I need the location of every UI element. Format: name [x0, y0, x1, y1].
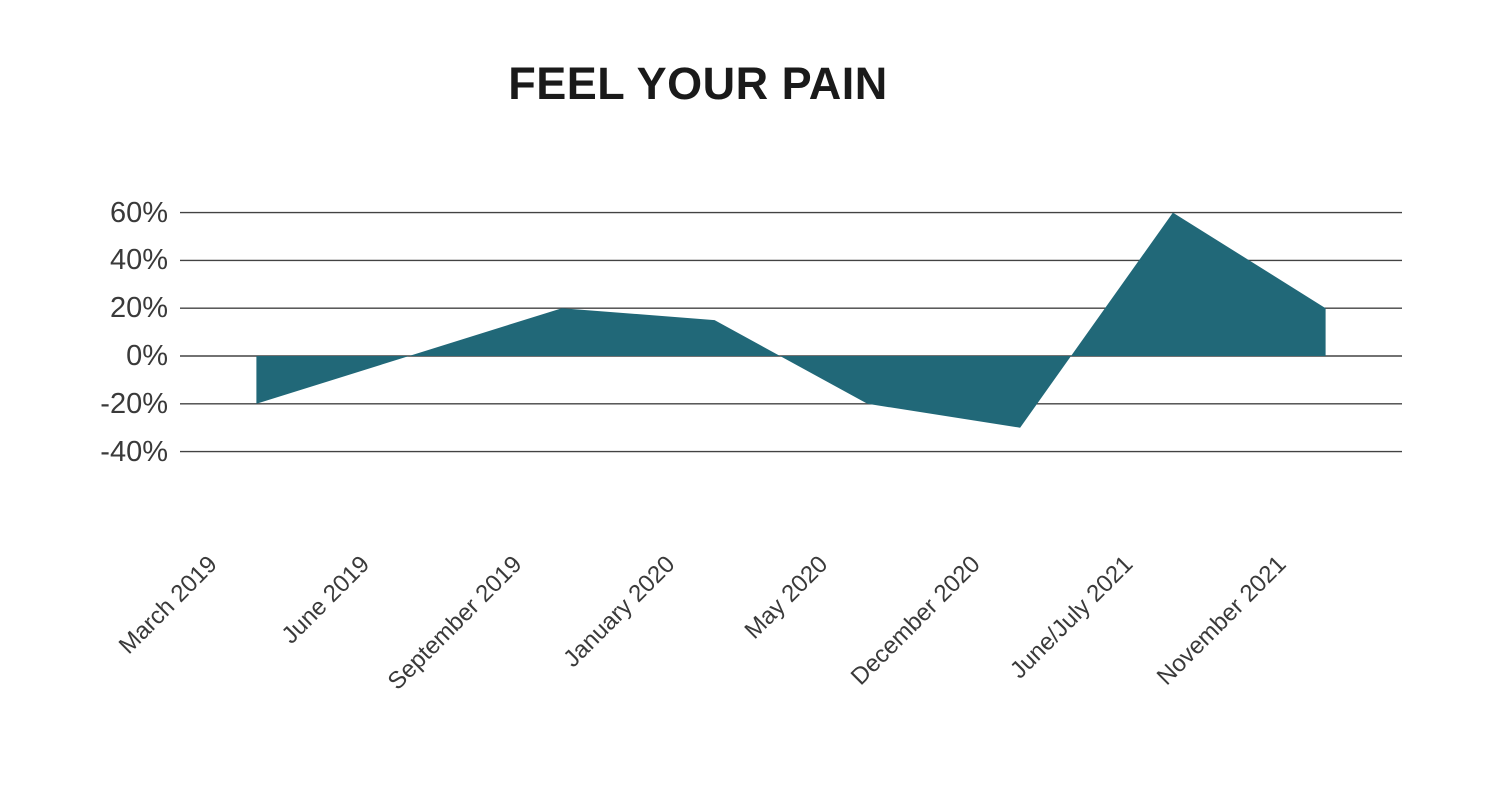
y-tick-label: 60% — [109, 196, 168, 229]
y-tick-label: -40% — [100, 435, 168, 468]
y-tick-label: 0% — [126, 340, 168, 372]
y-tick-label: 40% — [109, 244, 168, 277]
y-tick-label: 20% — [109, 292, 168, 325]
chart-title: FEEL YOUR PAIN — [508, 58, 888, 109]
y-tick-label: -20% — [100, 387, 168, 420]
area-series — [256, 212, 1326, 428]
